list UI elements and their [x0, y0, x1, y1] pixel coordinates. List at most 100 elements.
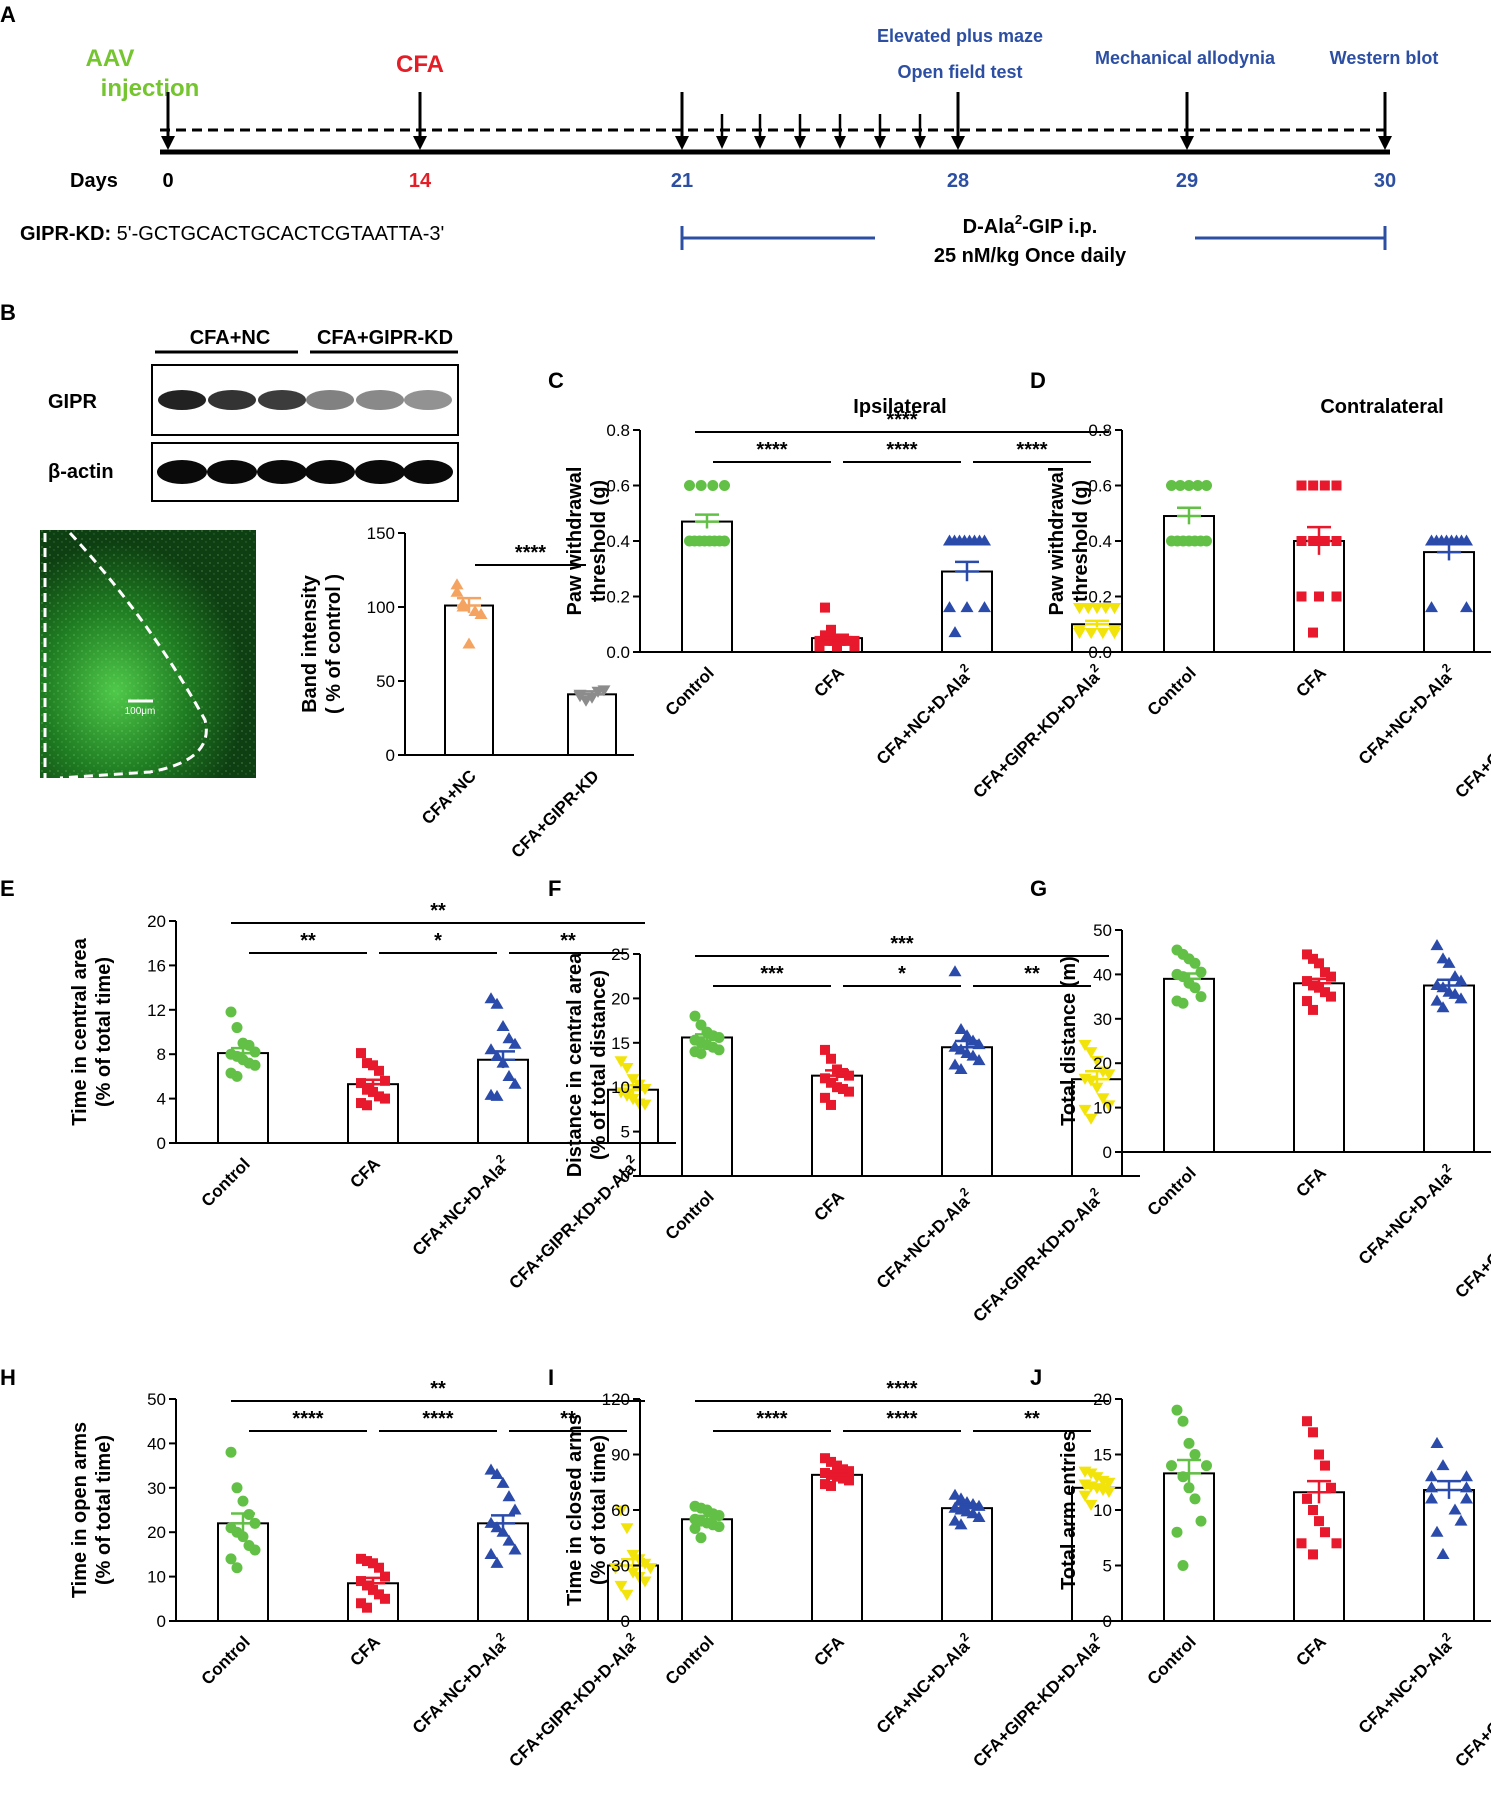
category-label: CFA+GIPR-KD+D-Ala2 — [967, 1629, 1108, 1770]
y-tick-label: 50 — [1093, 921, 1112, 940]
data-point — [838, 1067, 848, 1078]
day-29: 29 — [1176, 170, 1198, 192]
data-point — [960, 601, 974, 613]
y-tick-label: 0.4 — [606, 532, 630, 551]
data-point — [614, 1056, 628, 1068]
data-point — [820, 602, 830, 613]
y-tick-label: 40 — [1093, 965, 1112, 984]
data-point — [490, 1089, 504, 1101]
micrograph: 100μm — [40, 530, 256, 780]
data-point — [835, 635, 846, 646]
data-point — [1177, 1560, 1189, 1571]
data-point — [1183, 480, 1195, 491]
data-point — [249, 1544, 261, 1556]
data-point — [225, 1006, 237, 1018]
data-point — [1425, 1492, 1438, 1504]
y-tick-label: 0 — [1103, 1612, 1112, 1631]
data-point — [1108, 603, 1121, 615]
bar — [811, 1473, 863, 1622]
data-point — [1102, 1486, 1116, 1498]
significance-label: **** — [886, 409, 917, 431]
data-point — [1302, 949, 1312, 960]
data-point — [820, 1453, 830, 1464]
chart-title: Contralateral — [1320, 396, 1443, 418]
data-point — [1425, 1481, 1438, 1493]
data-point — [368, 1060, 378, 1071]
y-tick-label: 0.6 — [606, 477, 630, 496]
data-point — [1078, 1490, 1092, 1502]
bar — [1423, 1489, 1475, 1623]
data-point — [225, 1553, 237, 1565]
y-tick-label: 20 — [147, 1523, 166, 1542]
day-30: 30 — [1374, 170, 1396, 192]
data-point — [356, 1553, 366, 1564]
data-point — [502, 1032, 516, 1044]
data-point — [1460, 534, 1473, 546]
y-tick-label: 60 — [611, 1501, 630, 1520]
y-tick-label: 20 — [147, 912, 166, 931]
data-point — [1166, 1460, 1177, 1472]
drug-dose: 25 nM/kg Once daily — [934, 245, 1127, 267]
data-point — [1189, 982, 1201, 994]
wb-band-actin — [403, 460, 453, 484]
data-point — [1308, 1505, 1318, 1515]
wb-band-gipr — [208, 390, 256, 410]
data-point — [362, 1100, 372, 1111]
event-label-oft: Open field test — [897, 62, 1022, 82]
data-point — [1314, 591, 1324, 602]
wb-group-kd: CFA+GIPR-KD — [317, 327, 453, 349]
data-point — [368, 1558, 378, 1569]
data-point — [1448, 1503, 1462, 1515]
data-point — [695, 480, 707, 491]
y-tick-label: 90 — [611, 1446, 630, 1465]
wb-band-gipr — [404, 390, 452, 410]
data-point — [1448, 987, 1462, 999]
timeline-arrows — [161, 92, 1392, 150]
category-label: Control — [198, 1632, 254, 1688]
data-point — [1331, 591, 1342, 602]
data-point — [508, 1077, 522, 1089]
y-tick-label: 0.2 — [1088, 588, 1112, 607]
y-axis-label: Time in closed arms — [564, 1414, 586, 1606]
data-point — [1314, 1449, 1324, 1460]
panel-letter-e: E — [0, 876, 15, 901]
data-point — [1166, 480, 1177, 491]
significance-label: **** — [756, 1408, 787, 1430]
data-point — [450, 585, 464, 597]
category-label: CFA+NC+D-Ala2 — [406, 1629, 514, 1737]
data-point — [502, 1490, 516, 1502]
event-label-cfa: CFA — [396, 51, 444, 78]
data-point — [484, 992, 498, 1004]
bar — [1163, 1472, 1215, 1622]
data-point — [954, 1518, 968, 1530]
data-point — [844, 1475, 854, 1486]
category-label: CFA+GIPR-KD+D-Ala2 — [503, 1629, 644, 1770]
data-point — [960, 1029, 974, 1041]
data-point — [237, 1531, 249, 1543]
panel-letter-i: I — [548, 1365, 554, 1390]
data-point — [1436, 1547, 1450, 1559]
data-point — [1073, 603, 1086, 615]
bar — [681, 1518, 733, 1622]
chart-title: Ipsilateral — [853, 396, 946, 418]
data-point — [614, 1505, 628, 1517]
y-tick-label: 0 — [621, 1612, 630, 1631]
timeline-arrowhead — [834, 136, 846, 149]
data-point — [1454, 992, 1468, 1004]
y-tick-label: 0.0 — [606, 643, 630, 662]
y-tick-label: 30 — [1093, 1010, 1112, 1029]
data-point — [1436, 1459, 1450, 1471]
y-tick-label: 0.6 — [1088, 477, 1112, 496]
data-point — [1177, 997, 1189, 1009]
category-label: Control — [1144, 1163, 1200, 1219]
category-label: CFA — [346, 1632, 383, 1669]
data-point — [820, 1468, 830, 1478]
category-label: CFA+NC+D-Ala2 — [870, 1629, 978, 1737]
timeline-arrowhead — [675, 136, 689, 150]
scale-bar-label: 100μm — [125, 706, 156, 717]
y-tick-label: 0 — [157, 1612, 166, 1631]
category-label: CFA+NC+D-Ala2 — [1352, 660, 1460, 768]
data-point — [1454, 1514, 1468, 1526]
